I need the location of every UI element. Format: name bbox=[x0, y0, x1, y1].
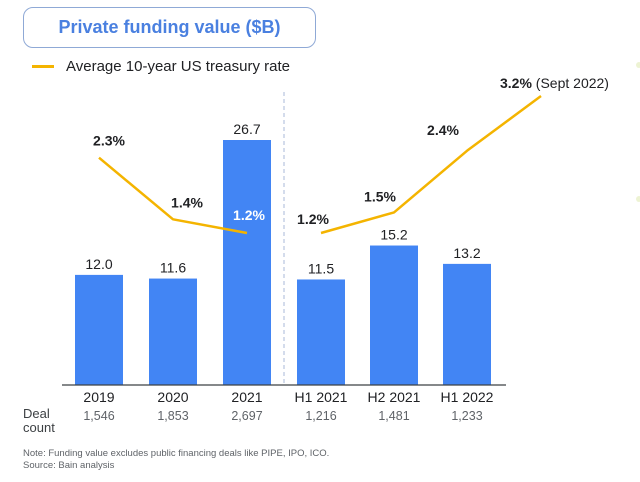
x-tick-label: H1 2021 bbox=[295, 389, 348, 405]
rate-label: 1.4% bbox=[171, 194, 203, 210]
treasury-rate-line-segment-2 bbox=[320, 94, 542, 235]
rate-label-date: (Sept 2022) bbox=[532, 75, 609, 91]
source-text: Source: Bain analysis bbox=[23, 460, 115, 471]
bar-2020 bbox=[149, 278, 197, 385]
deal-count-value: 1,216 bbox=[305, 409, 336, 423]
deal-count-value: 2,697 bbox=[231, 409, 262, 423]
legend-line-swatch bbox=[32, 65, 54, 68]
x-tick-label: 2020 bbox=[157, 389, 188, 405]
bar-value-label: 11.6 bbox=[160, 260, 186, 276]
bar-2021 bbox=[223, 140, 271, 385]
legend: Average 10-year US treasury rate bbox=[32, 58, 290, 75]
deal-count-label: Deal count bbox=[23, 407, 55, 435]
decorative-dot bbox=[636, 196, 640, 202]
note-text: Note: Funding value excludes public fina… bbox=[23, 448, 330, 459]
footnote: Note: Funding value excludes public fina… bbox=[23, 448, 329, 472]
deal-count-value: 1,546 bbox=[83, 409, 114, 423]
bar-value-label: 26.7 bbox=[233, 121, 260, 137]
decorative-dot bbox=[636, 62, 640, 68]
bar-h1-2021 bbox=[297, 279, 345, 385]
deal-count-value: 1,853 bbox=[157, 409, 188, 423]
treasury-rate-line-segment-1 bbox=[98, 156, 248, 235]
deal-count-label-line1: Deal bbox=[23, 406, 50, 421]
legend-label: Average 10-year US treasury rate bbox=[66, 58, 290, 75]
deal-count-value: 1,233 bbox=[451, 409, 482, 423]
bar-value-label: 11.5 bbox=[308, 260, 334, 276]
chart-title-box: Private funding value ($B) bbox=[23, 7, 316, 48]
x-tick-label: 2021 bbox=[231, 389, 262, 405]
chart-title: Private funding value ($B) bbox=[58, 17, 281, 37]
x-tick-label: 2019 bbox=[83, 389, 114, 405]
rate-label: 2.3% bbox=[93, 133, 125, 149]
rate-label: 3.2% (Sept 2022) bbox=[500, 75, 609, 91]
rate-label: 1.5% bbox=[364, 188, 396, 204]
rate-label-value: 3.2% bbox=[500, 75, 532, 91]
bar-2019 bbox=[75, 274, 123, 385]
bar-h2-2021 bbox=[370, 245, 418, 385]
rate-label: 1.2% bbox=[297, 211, 329, 227]
bar-h1-2022 bbox=[443, 263, 491, 385]
x-tick-label: H2 2021 bbox=[368, 389, 421, 405]
bar-value-label: 13.2 bbox=[453, 245, 480, 261]
rate-label: 2.4% bbox=[427, 122, 459, 138]
deal-count-label-line2: count bbox=[23, 420, 55, 435]
deal-count-value: 1,481 bbox=[378, 409, 409, 423]
rate-label: 1.2% bbox=[233, 207, 265, 223]
bar-value-label: 12.0 bbox=[85, 256, 112, 272]
x-tick-label: H1 2022 bbox=[441, 389, 494, 405]
bar-value-label: 15.2 bbox=[380, 227, 407, 243]
